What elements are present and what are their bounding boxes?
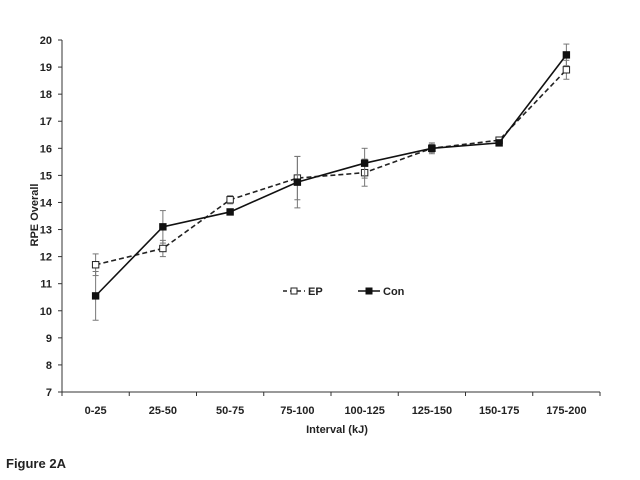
x-tick-label: 75-100 <box>280 405 314 417</box>
data-point-ep <box>159 244 167 253</box>
x-tick-label: 0-25 <box>85 405 107 417</box>
legend-swatch-marker <box>290 287 298 295</box>
data-point-con <box>159 223 167 231</box>
data-point-con <box>360 159 369 167</box>
y-tick-label: 18 <box>40 89 52 101</box>
y-axis-title: RPE Overall <box>29 184 41 247</box>
data-point-ep <box>226 196 234 204</box>
data-point-con <box>562 51 571 59</box>
x-tick-label: 150-175 <box>479 405 519 417</box>
y-tick-label: 12 <box>40 252 52 264</box>
y-tick-label: 11 <box>40 279 52 291</box>
y-tick-label: 7 <box>46 387 52 399</box>
legend-swatch-marker <box>365 287 373 295</box>
series-line-con <box>95 54 568 297</box>
data-point-con <box>428 144 436 153</box>
legend-label: Con <box>383 286 405 298</box>
y-tick-label: 15 <box>40 170 52 182</box>
data-point-con <box>495 139 503 147</box>
y-tick-label: 9 <box>46 333 52 345</box>
x-axis-ticks: 0-25 25-50 50-75 75-100 100-125 125-150 150-17… <box>61 392 601 417</box>
chart-legend: EP Con <box>283 286 405 298</box>
x-tick-label: 25-50 <box>149 405 177 417</box>
rpe-line-chart: 7 8 9 10 11 12 13 14 15 16 17 18 19 20 0-25 25-50 50-75… <box>29 35 601 436</box>
y-tick-label: 14 <box>40 197 53 209</box>
x-axis-title: Interval (kJ) <box>306 424 368 436</box>
y-tick-label: 8 <box>46 360 52 372</box>
y-tick-label: 17 <box>40 116 52 128</box>
data-point-con <box>91 292 100 300</box>
legend-label: EP <box>308 286 323 298</box>
series-layer <box>91 43 571 321</box>
legend-item-con: Con <box>358 286 405 298</box>
x-tick-label: 125-150 <box>412 405 452 417</box>
series-con <box>91 43 571 321</box>
data-point-ep <box>91 261 100 269</box>
y-axis-ticks: 7 8 9 10 11 12 13 14 15 16 17 18 19 20 <box>40 35 62 399</box>
series-line-ep <box>95 69 567 266</box>
data-point-ep <box>562 66 571 74</box>
y-tick-label: 10 <box>40 306 52 318</box>
legend-item-ep: EP <box>283 286 323 298</box>
x-tick-label: 50-75 <box>216 405 244 417</box>
y-tick-label: 20 <box>40 35 52 47</box>
x-tick-label: 100-125 <box>344 405 384 417</box>
y-tick-label: 19 <box>40 62 52 74</box>
y-tick-label: 16 <box>40 143 52 155</box>
data-point-con <box>293 178 302 186</box>
x-tick-label: 175-200 <box>546 405 586 417</box>
data-point-con <box>226 208 234 216</box>
figure-caption: Figure 2A <box>6 456 66 471</box>
y-tick-label: 13 <box>40 225 52 237</box>
